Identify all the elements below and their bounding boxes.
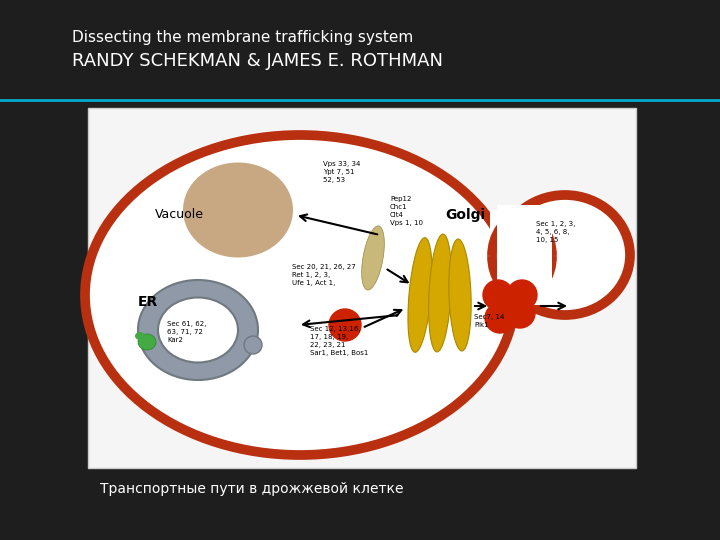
Circle shape [483,280,513,310]
Text: Sec 12, 13,16,
17, 18, 19,
22, 23, 21
Sar1, Bet1, Bos1: Sec 12, 13,16, 17, 18, 19, 22, 23, 21 Sa… [310,326,369,356]
Circle shape [507,280,537,310]
FancyBboxPatch shape [490,210,570,300]
Ellipse shape [183,163,293,258]
Text: RANDY SCHEKMAN & JAMES E. ROTHMAN: RANDY SCHEKMAN & JAMES E. ROTHMAN [72,52,443,70]
Ellipse shape [408,238,432,352]
Ellipse shape [500,195,630,315]
Ellipse shape [158,298,238,362]
Text: Транспортные пути в дрожжевой клетке: Транспортные пути в дрожжевой клетке [100,482,403,496]
Ellipse shape [428,234,451,352]
Text: Vps 33, 34
Ypt 7, 51
52, 53: Vps 33, 34 Ypt 7, 51 52, 53 [323,161,361,183]
Text: Sec 61, 62,
63, 71, 72
Kar2: Sec 61, 62, 63, 71, 72 Kar2 [167,321,207,343]
Text: Pep12
Chc1
Clt4
Vps 1, 10: Pep12 Chc1 Clt4 Vps 1, 10 [390,196,423,226]
FancyBboxPatch shape [88,108,636,468]
Circle shape [505,298,535,328]
Text: Sec 20, 21, 26, 27
Ret 1, 2, 3,
Ufe 1, Act 1,: Sec 20, 21, 26, 27 Ret 1, 2, 3, Ufe 1, A… [292,264,356,286]
Text: Vacuole: Vacuole [155,208,204,221]
Ellipse shape [244,336,262,354]
Ellipse shape [361,226,384,290]
Text: Golgi: Golgi [445,208,485,222]
FancyBboxPatch shape [497,205,552,305]
Ellipse shape [138,280,258,380]
Ellipse shape [135,332,145,340]
Ellipse shape [138,334,156,350]
Circle shape [329,309,361,341]
Circle shape [485,303,515,333]
Text: Sec7, 14
Pik1: Sec7, 14 Pik1 [474,314,505,328]
Ellipse shape [492,216,552,296]
Text: Sec 1, 2, 3,
4, 5, 6, 8,
10, 15: Sec 1, 2, 3, 4, 5, 6, 8, 10, 15 [536,221,575,243]
Text: ER: ER [138,295,158,309]
Text: Dissecting the membrane trafficking system: Dissecting the membrane trafficking syst… [72,30,413,45]
Ellipse shape [85,135,515,455]
Ellipse shape [449,239,471,351]
